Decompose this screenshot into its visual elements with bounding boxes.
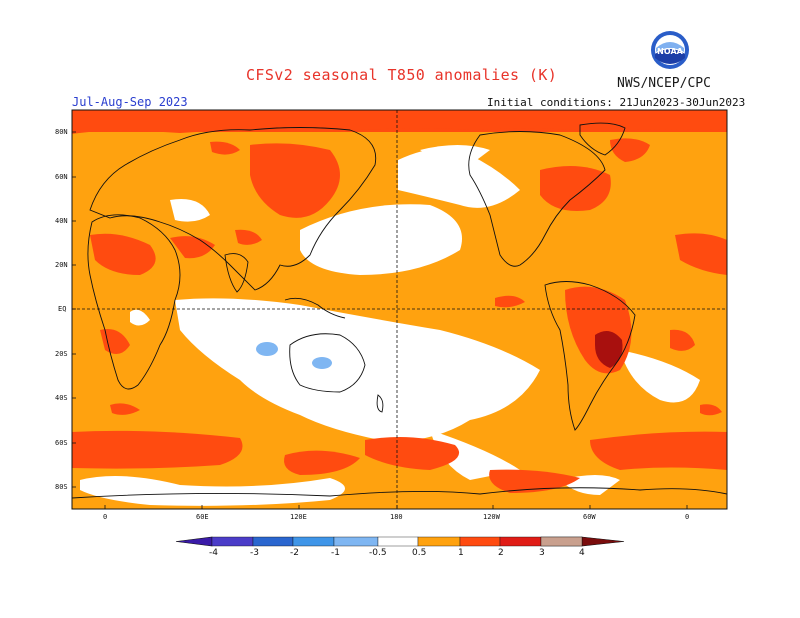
colorbar-segment-neg1_neg0p5: [333, 536, 379, 547]
lat-label-20s: 20S: [55, 350, 68, 358]
legend-label-4: 4: [579, 548, 585, 558]
season-label: Jul-Aug-Sep 2023: [72, 95, 188, 109]
legend-label-1: 1: [458, 548, 464, 558]
legend-label-2: 2: [498, 548, 504, 558]
legend-label-neg3: -3: [250, 548, 259, 558]
cool-anomaly-regions: [256, 342, 332, 369]
agency-label: NWS/NCEP/CPC: [617, 76, 711, 91]
warm-anomaly-regions: [72, 110, 727, 493]
map-frame: [71, 109, 728, 510]
initial-conditions-label: Initial conditions: 21Jun2023-30Jun2023: [487, 96, 746, 109]
lon-label-0-east: 0: [685, 513, 690, 521]
axis-ticks: [72, 131, 688, 509]
colorbar-segment-1_2: [459, 536, 501, 547]
lon-label-60e: 60E: [196, 513, 209, 521]
lon-label-180: 180: [390, 513, 403, 521]
colorbar-segment-neg4_neg3: [211, 536, 254, 547]
lat-label-40n: 40N: [55, 217, 68, 225]
colorbar-segment-below-neg4: [175, 536, 213, 547]
noaa-logo-text: NOAA: [657, 47, 683, 56]
strong-warm-anomaly-region: [595, 331, 623, 368]
lon-label-60w: 60W: [583, 513, 596, 521]
lat-label-40s: 40S: [55, 394, 68, 402]
colorbar-segment-3-4-pink: [540, 536, 583, 547]
legend-label-neg4: -4: [209, 548, 218, 558]
colorbar-segment-neg3_neg2: [252, 536, 294, 547]
lat-label-eq: EQ: [58, 305, 67, 313]
noaa-logo-icon: NOAA: [651, 31, 689, 69]
colorbar-segment-neg2_neg1: [292, 536, 335, 547]
lon-label-120w: 120W: [483, 513, 500, 521]
lat-label-60s: 60S: [55, 439, 68, 447]
lat-label-60n: 60N: [55, 173, 68, 181]
colorbar-segment-above-4: [581, 536, 625, 547]
lat-label-20n: 20N: [55, 261, 68, 269]
lon-label-120e: 120E: [290, 513, 307, 521]
lat-label-80n: 80N: [55, 128, 68, 136]
colorbar-segment-0p5_1: [417, 536, 461, 547]
chart-title: CFSv2 seasonal T850 anomalies (K): [246, 66, 558, 84]
colorbar-segment-2_3: [499, 536, 542, 547]
legend-label-neg2: -2: [290, 548, 299, 558]
coastlines: [72, 122, 727, 499]
legend-label-neg0p5: -0.5: [369, 548, 387, 558]
legend-label-neg1: -1: [331, 548, 340, 558]
lat-label-80s: 80S: [55, 483, 68, 491]
lon-label-0-west: 0: [103, 513, 108, 521]
colorbar-segment-neg0p5_0p5: [377, 536, 419, 547]
legend-label-0p5: 0.5: [412, 548, 427, 558]
legend-label-3: 3: [539, 548, 545, 558]
